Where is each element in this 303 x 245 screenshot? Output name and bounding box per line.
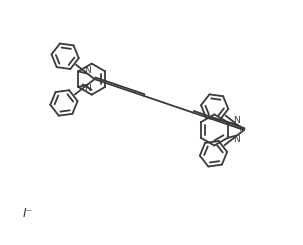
- Text: N: N: [85, 66, 91, 75]
- Text: I⁻: I⁻: [23, 207, 33, 220]
- Text: N: N: [85, 84, 91, 93]
- Text: N: N: [233, 135, 240, 144]
- Text: N: N: [233, 116, 240, 125]
- Text: +: +: [236, 124, 243, 133]
